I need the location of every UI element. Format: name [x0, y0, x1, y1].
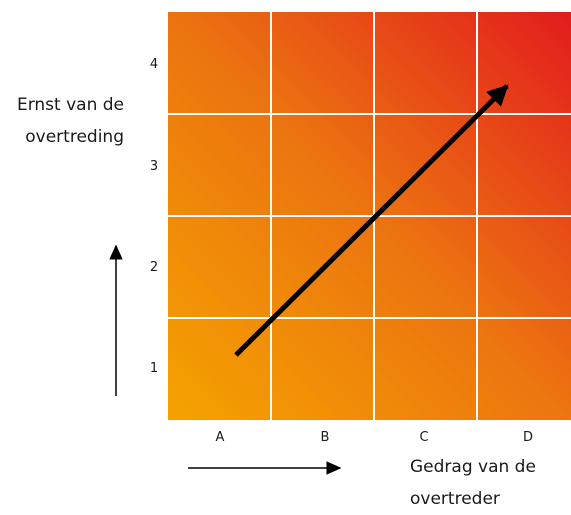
x-tick-label: A [216, 430, 225, 445]
x-axis-tick-labels: A B C D [216, 430, 533, 445]
x-tick-label: D [523, 430, 533, 445]
trend-arrow [234, 84, 509, 357]
x-tick-label: C [419, 430, 428, 445]
x-axis-title-line: overtreder [410, 489, 500, 509]
y-axis-title-line: Ernst van de [16, 95, 124, 115]
y-tick-label: 1 [150, 361, 158, 376]
y-axis-title-line: overtreding [25, 127, 124, 147]
y-tick-label: 4 [150, 57, 158, 72]
x-axis-title-line: Gedrag van de [410, 457, 536, 477]
x-axis-title: Gedrag van de overtreder [410, 451, 536, 515]
y-axis-tick-labels: 1 2 3 4 [150, 57, 158, 376]
y-tick-label: 2 [150, 260, 158, 275]
y-axis-title: Ernst van de overtreding [17, 89, 124, 153]
y-tick-label: 3 [150, 159, 158, 174]
x-tick-label: B [321, 430, 330, 445]
